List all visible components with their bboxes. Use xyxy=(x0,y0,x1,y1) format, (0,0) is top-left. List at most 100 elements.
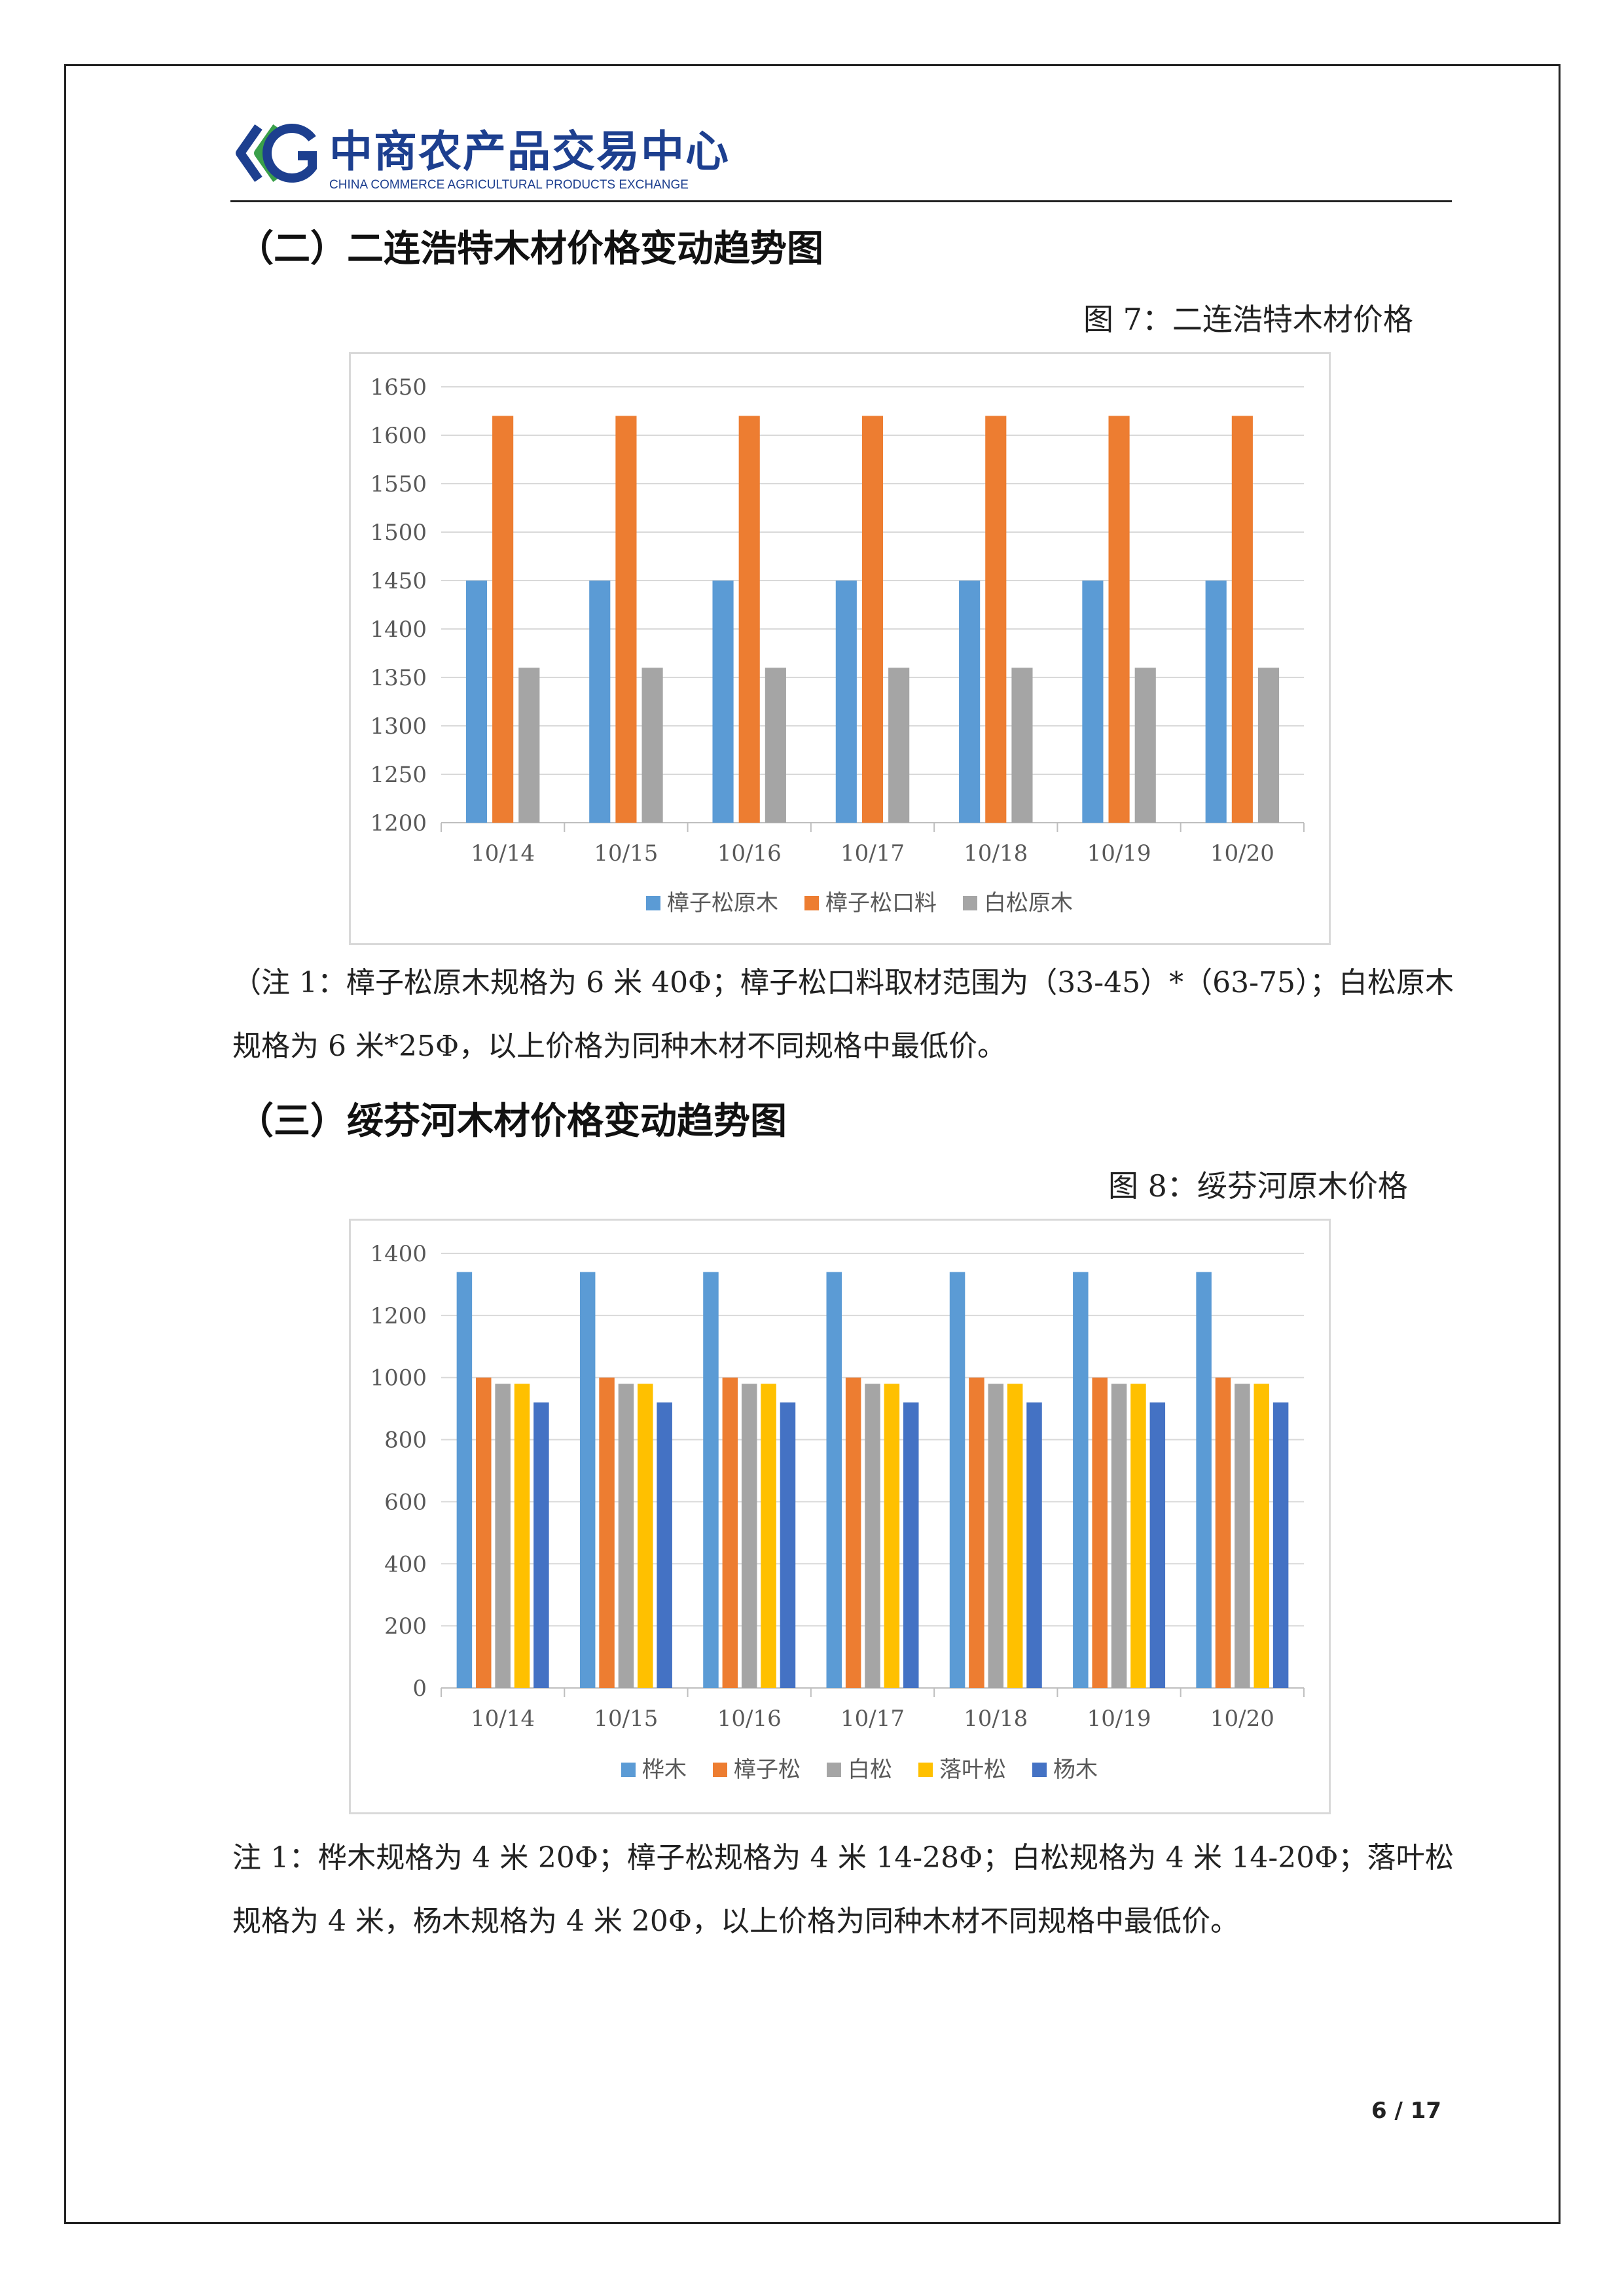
chart-suifenhe: 1400 1200 1000 800 600 400 200 0 10/14 10/15 10/16… xyxy=(349,1219,1331,1814)
page-number: 6 / 17 xyxy=(1371,2098,1442,2124)
legend-swatch xyxy=(918,1763,933,1777)
bar-落叶松-10/14 xyxy=(514,1384,530,1688)
bar-杨木-10/16 xyxy=(780,1402,796,1688)
y-tick-label: 1400 xyxy=(370,1241,427,1267)
bar-白松-10/15 xyxy=(618,1384,634,1688)
legend-label: 落叶松 xyxy=(939,1757,1006,1783)
bar-樟子松原木-10/14 xyxy=(465,581,488,823)
bar-樟子松原木-10/16 xyxy=(712,581,734,823)
legend-swatch xyxy=(1032,1763,1047,1777)
figure-caption-8: 图 8：绥芬河原木价格 xyxy=(1108,1168,1408,1204)
note-suifenhe: 注 1：桦木规格为 4 米 20Φ；樟子松规格为 4 米 14-28Φ；白松规格… xyxy=(232,1841,1454,1938)
bar-落叶松-10/17 xyxy=(884,1384,900,1688)
bar-杨木-10/19 xyxy=(1149,1402,1166,1688)
bar-樟子松口料-10/16 xyxy=(738,416,760,823)
bar-樟子松口料-10/17 xyxy=(861,416,884,823)
bar-樟子松原木-10/20 xyxy=(1205,581,1227,823)
y-tick-label: 200 xyxy=(384,1613,427,1640)
bar-桦木-10/19 xyxy=(1073,1272,1089,1688)
x-tick-label: 10/19 xyxy=(1087,840,1151,867)
bar-白松-10/17 xyxy=(865,1384,880,1688)
bar-白松原木-10/17 xyxy=(888,668,910,823)
bar-樟子松口料-10/20 xyxy=(1231,416,1253,823)
bar-落叶松-10/18 xyxy=(1007,1384,1023,1688)
y-tick-label: 1650 xyxy=(370,374,427,401)
bar-桦木-10/14 xyxy=(456,1272,473,1688)
bar-樟子松原木-10/15 xyxy=(589,581,611,823)
bar-桦木-10/20 xyxy=(1196,1272,1212,1688)
x-tick-label: 10/17 xyxy=(840,1706,905,1732)
bar-樟子松口料-10/14 xyxy=(492,416,514,823)
legend-label: 樟子松口料 xyxy=(825,890,937,916)
logo-chinese-name: 中商农产品交易中心 xyxy=(329,126,730,177)
x-tick-label: 10/14 xyxy=(471,840,535,867)
bar-杨木-10/17 xyxy=(903,1402,919,1688)
bar-白松原木-10/20 xyxy=(1257,668,1280,823)
bar-樟子松-10/15 xyxy=(599,1377,615,1688)
chart-suifenhe-svg: 1400 1200 1000 800 600 400 200 0 10/14 10/15 10/16… xyxy=(370,1241,1305,1783)
figure-caption-7: 图 7：二连浩特木材价格 xyxy=(1083,302,1413,337)
y-tick-label: 800 xyxy=(384,1427,427,1454)
logo-english-name: CHINA COMMERCE AGRICULTURAL PRODUCTS EXC… xyxy=(329,178,689,192)
logo-mark-icon xyxy=(236,124,317,183)
bar-桦木-10/16 xyxy=(703,1272,719,1688)
y-tick-label: 1200 xyxy=(370,1303,427,1329)
legend-label: 樟子松原木 xyxy=(667,890,778,916)
bar-白松原木-10/15 xyxy=(641,668,663,823)
page-frame xyxy=(64,64,1561,2224)
x-tick-label: 10/20 xyxy=(1210,1706,1274,1732)
y-tick-label: 600 xyxy=(384,1489,427,1515)
y-tick-label: 1000 xyxy=(370,1365,427,1391)
x-tick-label: 10/15 xyxy=(594,840,658,867)
legend-label: 杨木 xyxy=(1053,1757,1098,1783)
legend-swatch xyxy=(713,1763,727,1777)
bar-白松-10/16 xyxy=(741,1384,757,1688)
bar-落叶松-10/16 xyxy=(761,1384,776,1688)
bar-落叶松-10/20 xyxy=(1254,1384,1269,1688)
bar-白松-10/20 xyxy=(1235,1384,1250,1688)
y-tick-label: 1400 xyxy=(370,617,427,643)
bar-樟子松原木-10/19 xyxy=(1082,581,1104,823)
x-tick-label: 10/20 xyxy=(1210,840,1274,867)
x-tick-label: 10/19 xyxy=(1087,1706,1151,1732)
bar-杨木-10/18 xyxy=(1026,1402,1042,1688)
y-tick-label: 400 xyxy=(384,1551,427,1577)
bar-樟子松原木-10/18 xyxy=(959,581,981,823)
bar-樟子松口料-10/15 xyxy=(615,416,637,823)
bar-樟子松-10/18 xyxy=(969,1377,984,1688)
legend-swatch xyxy=(827,1763,841,1777)
y-tick-label: 1250 xyxy=(370,762,427,788)
legend-swatch xyxy=(963,896,977,910)
chart-erlianhaote-svg: 1650 1600 1550 1500 1450 1400 1350 1300 1250 1200… xyxy=(370,374,1305,916)
x-tick-label: 10/16 xyxy=(717,840,782,867)
bar-白松原木-10/19 xyxy=(1134,668,1156,823)
x-tick-label: 10/14 xyxy=(471,1706,535,1732)
bar-落叶松-10/19 xyxy=(1130,1384,1146,1688)
y-tick-label: 1300 xyxy=(370,713,427,740)
note-erlianhaote: （注 1：樟子松原木规格为 6 米 40Φ；樟子松口料取材范围为（33-45）*… xyxy=(232,966,1454,1063)
legend-swatch xyxy=(646,896,660,910)
section-title-suifenhe: （三）绥芬河木材价格变动趋势图 xyxy=(237,1100,787,1143)
bar-杨木-10/15 xyxy=(657,1402,672,1688)
bar-樟子松-10/17 xyxy=(845,1377,861,1688)
bar-桦木-10/18 xyxy=(949,1272,965,1688)
y-tick-label: 1500 xyxy=(370,520,427,546)
legend-label: 白松原木 xyxy=(984,890,1073,916)
bar-樟子松原木-10/17 xyxy=(835,581,857,823)
legend-swatch xyxy=(621,1763,636,1777)
legend-label: 白松 xyxy=(848,1757,892,1783)
x-tick-label: 10/15 xyxy=(594,1706,658,1732)
y-tick-label: 1200 xyxy=(370,810,427,836)
header-divider xyxy=(230,200,1452,202)
bar-樟子松-10/14 xyxy=(476,1377,492,1688)
bar-桦木-10/17 xyxy=(826,1272,842,1688)
x-tick-label: 10/18 xyxy=(964,1706,1028,1732)
bar-落叶松-10/15 xyxy=(638,1384,653,1688)
section-title-erlianhaote: （二）二连浩特木材价格变动趋势图 xyxy=(237,228,823,270)
bar-樟子松-10/19 xyxy=(1092,1377,1108,1688)
bar-白松原木-10/16 xyxy=(765,668,786,823)
bar-白松-10/19 xyxy=(1111,1384,1127,1688)
bar-白松原木-10/18 xyxy=(1011,668,1033,823)
bar-樟子松-10/16 xyxy=(722,1377,738,1688)
bar-杨木-10/20 xyxy=(1272,1402,1289,1688)
